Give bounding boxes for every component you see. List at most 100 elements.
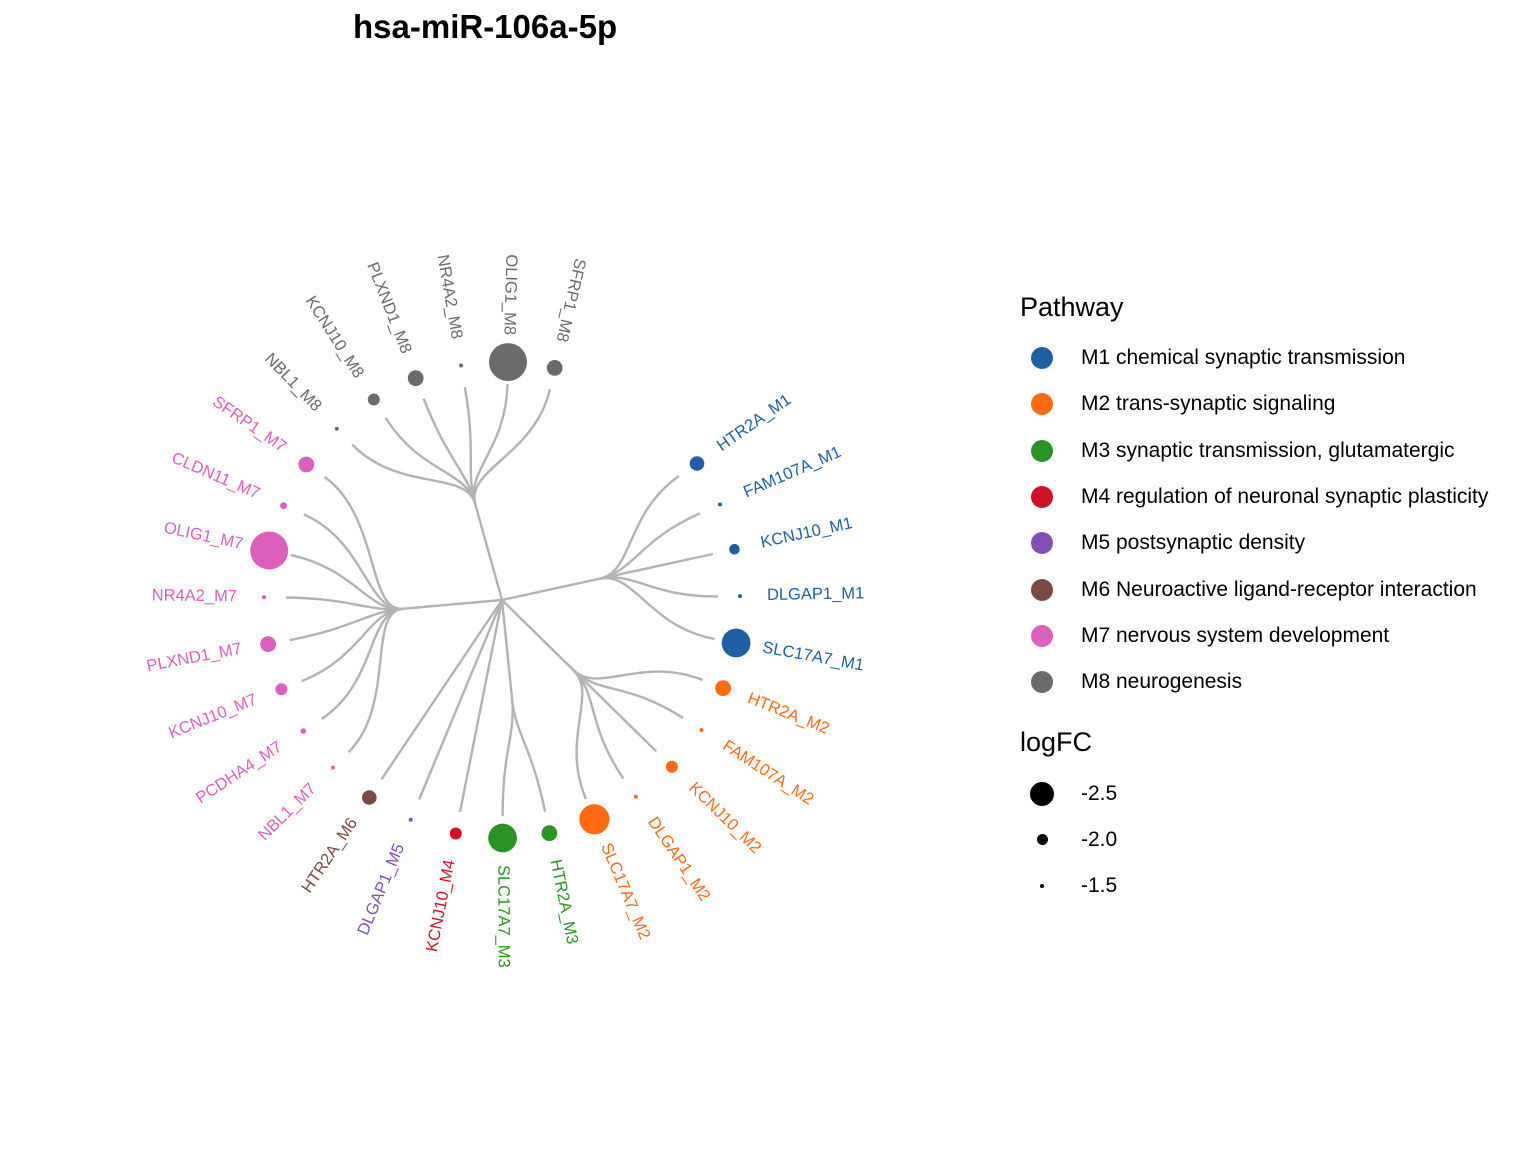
legend-label: M3 synaptic transmission, glutamatergic xyxy=(1081,438,1455,462)
leaf-label-KCNJ10_M4: KCNJ10_M4 xyxy=(423,858,459,953)
leaf-label-HTR2A_M6: HTR2A_M6 xyxy=(298,815,361,897)
leaf-label-SFRP1_M8: SFRP1_M8 xyxy=(553,257,589,344)
leaf-nodes xyxy=(250,343,751,853)
leaf-label-FAM107A_M1: FAM107A_M1 xyxy=(741,443,844,501)
edge-HTR2A_M2 xyxy=(572,669,704,682)
edge-CLDN11_M7 xyxy=(303,513,403,611)
edge-KCNJ10_M7 xyxy=(301,607,403,683)
leaf-node-DLGAP1_M1 xyxy=(738,594,742,599)
leaf-node-PCDHA4_M7 xyxy=(300,728,307,734)
edge-HTR2A_M3 xyxy=(510,699,547,812)
legend-swatch xyxy=(1020,347,1064,370)
legend-swatch xyxy=(1020,624,1064,647)
edge-KCNJ10_M8 xyxy=(384,417,477,505)
edge-KCNJ10_M2 xyxy=(572,669,658,753)
leaf-label-SLC17A7_M1: SLC17A7_M1 xyxy=(761,638,865,674)
leaf-node-FAM107A_M2 xyxy=(699,728,704,732)
legend-swatch xyxy=(1020,578,1064,601)
legend-size-dot xyxy=(1040,884,1044,889)
legend-item-M6: M6 Neuroactive ligand-receptor interacti… xyxy=(1020,566,1488,612)
leaf-node-PLXND1_M7 xyxy=(260,636,276,653)
legend-label: M1 chemical synaptic transmission xyxy=(1081,346,1406,370)
leaf-node-KCNJ10_M4 xyxy=(449,827,462,840)
edge-NBL1_M7 xyxy=(347,607,403,753)
leaf-label-CLDN11_M7: CLDN11_M7 xyxy=(169,449,263,503)
leaf-node-FAM107A_M1 xyxy=(718,502,722,507)
legend-size-item: -2.5 xyxy=(1020,770,1488,816)
leaf-node-HTR2A_M6 xyxy=(362,790,377,805)
legend-size-label: -2.0 xyxy=(1081,827,1118,851)
branch-M2 xyxy=(501,599,575,671)
legend-item-M4: M4 regulation of neuronal synaptic plast… xyxy=(1020,474,1488,520)
legend-size-list: -2.5 -2.0 -1.5 xyxy=(1020,770,1488,909)
legend-dot xyxy=(1031,532,1053,555)
legend-item-M1: M1 chemical synaptic transmission xyxy=(1020,335,1488,381)
legend-pathway-title: Pathway xyxy=(1020,292,1124,322)
leaf-label-SLC17A7_M3: SLC17A7_M3 xyxy=(494,865,512,968)
edge-SFRP1_M7 xyxy=(323,476,403,611)
leaf-label-NBL1_M7: NBL1_M7 xyxy=(255,780,320,844)
legend-item-M2: M2 trans-synaptic signaling xyxy=(1020,381,1488,427)
leaf-label-KCNJ10_M8: KCNJ10_M8 xyxy=(302,293,368,382)
leaf-node-SLC17A7_M3 xyxy=(488,823,517,853)
legend-swatch xyxy=(1020,439,1064,462)
legend-label: M2 trans-synaptic signaling xyxy=(1081,392,1336,416)
leaf-node-KCNJ10_M1 xyxy=(729,544,740,555)
legend-dot xyxy=(1031,439,1053,462)
legend-label: M4 regulation of neuronal synaptic plast… xyxy=(1081,485,1489,509)
branch-M1 xyxy=(501,577,600,602)
leaf-node-SFRP1_M7 xyxy=(298,456,315,473)
legend-size-label: -2.5 xyxy=(1081,781,1118,805)
legend-size-title: logFC xyxy=(1020,727,1093,758)
leaf-label-HTR2A_M1: HTR2A_M1 xyxy=(714,391,795,455)
edge-KCNJ10_M4 xyxy=(458,599,504,813)
leaf-label-DLGAP1_M5: DLGAP1_M5 xyxy=(354,841,408,938)
legend-size-dot xyxy=(1030,781,1054,806)
leaf-node-HTR2A_M1 xyxy=(689,456,705,471)
legend-item-M3: M3 synaptic transmission, glutamatergic xyxy=(1020,428,1488,474)
legend-swatch xyxy=(1020,486,1064,509)
leaf-node-KCNJ10_M8 xyxy=(367,393,380,406)
legend: Pathway M1 chemical synaptic transmissio… xyxy=(1020,292,1488,909)
leaf-label-NR4A2_M8: NR4A2_M8 xyxy=(434,253,466,340)
leaf-label-OLIG1_M7: OLIG1_M7 xyxy=(162,519,245,553)
leaf-label-FAM107A_M2: FAM107A_M2 xyxy=(719,737,816,809)
leaf-label-KCNJ10_M7: KCNJ10_M7 xyxy=(166,691,259,743)
edge-SLC17A7_M3 xyxy=(501,699,514,817)
legend-size-label: -1.5 xyxy=(1081,874,1118,898)
leaf-label-SFRP1_M7: SFRP1_M7 xyxy=(209,393,289,456)
branch-M8 xyxy=(473,503,504,601)
chart-title: hsa-miR-106a-5p xyxy=(353,8,618,45)
leaf-node-OLIG1_M7 xyxy=(250,531,289,570)
legend-item-M7: M7 nervous system development xyxy=(1020,613,1488,659)
legend-label: M8 neurogenesis xyxy=(1081,670,1243,694)
legend-size-dot xyxy=(1036,834,1048,846)
legend-size-swatch xyxy=(1020,834,1064,846)
leaf-label-HTR2A_M3: HTR2A_M3 xyxy=(547,858,582,946)
leaf-label-DLGAP1_M2: DLGAP1_M2 xyxy=(644,814,714,905)
leaf-label-OLIG1_M8: OLIG1_M8 xyxy=(500,254,520,335)
leaf-label-NR4A2_M7: NR4A2_M7 xyxy=(152,586,237,605)
legend-dot xyxy=(1031,347,1053,370)
legend-label: M7 nervous system development xyxy=(1081,623,1390,647)
legend-size-item: -2.0 xyxy=(1020,817,1488,863)
leaf-label-SLC17A7_M2: SLC17A7_M2 xyxy=(597,840,653,942)
leaf-node-PLXND1_M8 xyxy=(407,370,424,387)
leaf-node-KCNJ10_M7 xyxy=(275,683,288,696)
legend-dot xyxy=(1031,671,1053,694)
leaf-label-PCDHA4_M7: PCDHA4_M7 xyxy=(193,738,286,808)
legend-size-swatch xyxy=(1020,781,1064,806)
leaf-node-SLC17A7_M2 xyxy=(579,804,610,835)
leaf-node-NBL1_M7 xyxy=(331,765,335,770)
legend-pathway-list: M1 chemical synaptic transmission M2 tran… xyxy=(1020,335,1488,705)
leaf-label-KCNJ10_M2: KCNJ10_M2 xyxy=(685,779,764,857)
branch-M7 xyxy=(402,598,503,610)
leaf-label-PLXND1_M7: PLXND1_M7 xyxy=(145,640,243,676)
legend-dot xyxy=(1031,624,1053,647)
tree-edges xyxy=(285,384,719,817)
leaf-node-KCNJ10_M2 xyxy=(665,760,678,773)
leaf-node-NR4A2_M7 xyxy=(262,595,266,600)
leaf-label-DLGAP1_M1: DLGAP1_M1 xyxy=(767,584,865,604)
leaf-node-OLIG1_M8 xyxy=(489,343,527,382)
